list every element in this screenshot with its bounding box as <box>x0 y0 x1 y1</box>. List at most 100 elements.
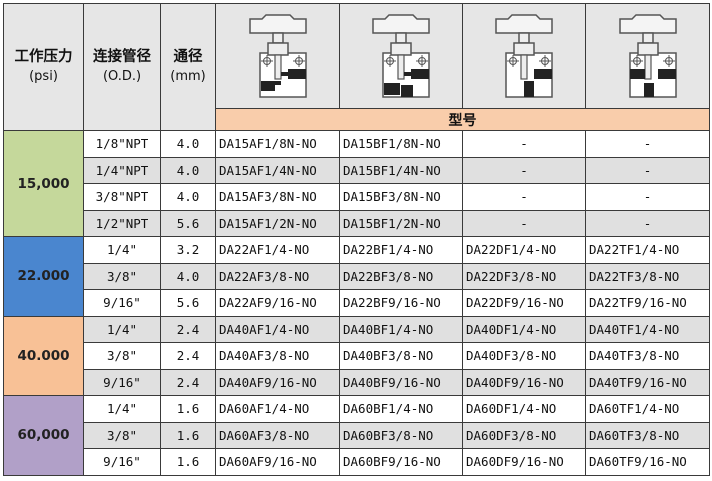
valve-diagram-a-icon <box>215 3 340 109</box>
model-number-cell: DA40BF1/4-NO <box>339 315 463 343</box>
tube-od-cell: 3/8" <box>83 421 161 449</box>
header-bore: 通径 (mm) <box>160 3 216 131</box>
model-number-cell: DA22AF1/4-NO <box>215 236 340 264</box>
model-number-cell: - <box>585 156 710 184</box>
model-number-cell: DA60BF3/8-NO <box>339 421 463 449</box>
model-number-cell: - <box>462 209 586 237</box>
tube-od-cell: 1/4"NPT <box>83 156 161 184</box>
bore-cell: 4.0 <box>160 262 216 290</box>
model-number-cell: DA22DF9/16-NO <box>462 289 586 317</box>
tube-od-cell: 1/8"NPT <box>83 130 161 158</box>
bore-cell: 4.0 <box>160 183 216 211</box>
model-number-cell: DA22TF1/4-NO <box>585 236 710 264</box>
bore-cell: 3.2 <box>160 236 216 264</box>
model-number-cell: DA60TF1/4-NO <box>585 395 710 423</box>
model-number-cell: DA22AF9/16-NO <box>215 289 340 317</box>
valve-diagram-d-icon <box>462 3 586 109</box>
model-number-cell: DA22BF9/16-NO <box>339 289 463 317</box>
model-number-cell: - <box>462 156 586 184</box>
model-number-cell: DA60AF9/16-NO <box>215 448 340 476</box>
table-row: 22.000 1/4" 3.2 DA22AF1/4-NO DA22BF1/4-NO DA2… <box>3 236 710 317</box>
model-number-cell: DA60DF9/16-NO <box>462 448 586 476</box>
model-number-cell: DA40TF9/16-NO <box>585 368 710 396</box>
model-number-cell: DA60BF1/4-NO <box>339 395 463 423</box>
model-number-cell: DA22BF3/8-NO <box>339 262 463 290</box>
table-row: 3/8"NPT 4.0 DA15AF3/8N-NO DA15BF3/8N-NO - - <box>4 183 710 211</box>
valve-diagram-t-icon <box>585 3 710 109</box>
tube-od-cell: 1/4" <box>83 315 161 343</box>
tube-od-cell: 9/16" <box>83 368 161 396</box>
table-row: 1/4"NPT 4.0 DA15AF1/4N-NO DA15BF1/4N-NO - - <box>4 156 710 184</box>
bore-cell: 4.0 <box>160 156 216 184</box>
model-number-cell: DA15AF1/8N-NO <box>215 130 340 158</box>
tube-od-cell: 3/8" <box>83 262 161 290</box>
pressure-cell: 15,000 <box>3 130 84 237</box>
table-row: 1/2"NPT 5.6 DA15AF1/2N-NO DA15BF1/2N-NO - - <box>4 209 710 237</box>
model-number-cell: DA60AF1/4-NO <box>215 395 340 423</box>
tube-od-cell: 1/4" <box>83 236 161 264</box>
model-number-cell: DA60TF3/8-NO <box>585 421 710 449</box>
table-row: 9/16" 1.6 DA60AF9/16-NO DA60BF9/16-NO DA60DF… <box>4 448 710 476</box>
tube-od-cell: 1/4" <box>83 395 161 423</box>
table-row: 9/16" 5.6 DA22AF9/16-NO DA22BF9/16-NO DA22DF… <box>4 289 710 317</box>
valve-diagram-b-icon <box>339 3 463 109</box>
model-number-cell: DA40TF1/4-NO <box>585 315 710 343</box>
bore-cell: 4.0 <box>160 130 216 158</box>
header-model: 型号 <box>215 108 710 131</box>
model-number-cell: DA60AF3/8-NO <box>215 421 340 449</box>
model-number-cell: DA40DF1/4-NO <box>462 315 586 343</box>
model-number-cell: DA22DF3/8-NO <box>462 262 586 290</box>
model-number-cell: DA15AF1/2N-NO <box>215 209 340 237</box>
model-number-cell: DA15BF1/4N-NO <box>339 156 463 184</box>
model-number-cell: DA22TF9/16-NO <box>585 289 710 317</box>
pressure-cell: 60,000 <box>3 395 84 476</box>
tube-od-cell: 9/16" <box>83 289 161 317</box>
header-pressure: 工作压力 (psi) <box>3 3 84 131</box>
bore-cell: 2.4 <box>160 342 216 370</box>
bore-cell: 2.4 <box>160 368 216 396</box>
model-number-cell: DA60BF9/16-NO <box>339 448 463 476</box>
model-number-cell: DA22AF3/8-NO <box>215 262 340 290</box>
model-number-cell: DA22BF1/4-NO <box>339 236 463 264</box>
bore-cell: 2.4 <box>160 315 216 343</box>
tube-od-cell: 9/16" <box>83 448 161 476</box>
model-number-cell: DA60TF9/16-NO <box>585 448 710 476</box>
model-number-cell: DA40AF3/8-NO <box>215 342 340 370</box>
table-row: 3/8" 4.0 DA22AF3/8-NO DA22BF3/8-NO DA22DF3/8… <box>4 262 710 290</box>
model-number-cell: - <box>585 130 710 158</box>
model-number-cell: DA40BF9/16-NO <box>339 368 463 396</box>
model-number-cell: DA60DF1/4-NO <box>462 395 586 423</box>
table-row: 3/8" 1.6 DA60AF3/8-NO DA60BF3/8-NO DA60DF3/8… <box>4 421 710 449</box>
model-number-cell: DA15AF1/4N-NO <box>215 156 340 184</box>
bore-cell: 5.6 <box>160 209 216 237</box>
model-number-cell: DA40AF1/4-NO <box>215 315 340 343</box>
model-number-cell: - <box>585 209 710 237</box>
table-row: 15,000 1/8"NPT 4.0 DA15AF1/8N-NO DA15BF1/8N-… <box>3 130 710 237</box>
model-number-cell: DA15BF1/8N-NO <box>339 130 463 158</box>
model-number-cell: DA40BF3/8-NO <box>339 342 463 370</box>
bore-cell: 1.6 <box>160 448 216 476</box>
model-number-cell: DA22DF1/4-NO <box>462 236 586 264</box>
tube-od-cell: 1/2"NPT <box>83 209 161 237</box>
model-number-cell: DA40DF9/16-NO <box>462 368 586 396</box>
pressure-cell: 40.000 <box>3 315 84 396</box>
bore-cell: 5.6 <box>160 289 216 317</box>
bore-cell: 1.6 <box>160 421 216 449</box>
model-number-cell: DA15AF3/8N-NO <box>215 183 340 211</box>
table-row: 9/16" 2.4 DA40AF9/16-NO DA40BF9/16-NO DA40DF… <box>4 368 710 396</box>
model-number-cell: - <box>585 183 710 211</box>
model-number-cell: DA40TF3/8-NO <box>585 342 710 370</box>
model-number-cell: DA22TF3/8-NO <box>585 262 710 290</box>
header-tube-od: 连接管径 (O.D.) <box>83 3 161 131</box>
model-number-cell: - <box>462 130 586 158</box>
table-row: 40.000 1/4" 2.4 DA40AF1/4-NO DA40BF1/4-NO DA4… <box>3 315 710 396</box>
model-number-cell: DA15BF1/2N-NO <box>339 209 463 237</box>
bore-cell: 1.6 <box>160 395 216 423</box>
model-number-cell: DA15BF3/8N-NO <box>339 183 463 211</box>
table-row: 3/8" 2.4 DA40AF3/8-NO DA40BF3/8-NO DA40DF3/8… <box>4 342 710 370</box>
valve-spec-table: 工作压力 (psi) 连接管径 (O.D.) 通径 (mm) 型号 15,000 1/8… <box>3 3 710 476</box>
model-number-cell: DA60DF3/8-NO <box>462 421 586 449</box>
tube-od-cell: 3/8"NPT <box>83 183 161 211</box>
table-row: 60,000 1/4" 1.6 DA60AF1/4-NO DA60BF1/4-NO DA6… <box>3 395 710 476</box>
pressure-cell: 22.000 <box>3 236 84 317</box>
